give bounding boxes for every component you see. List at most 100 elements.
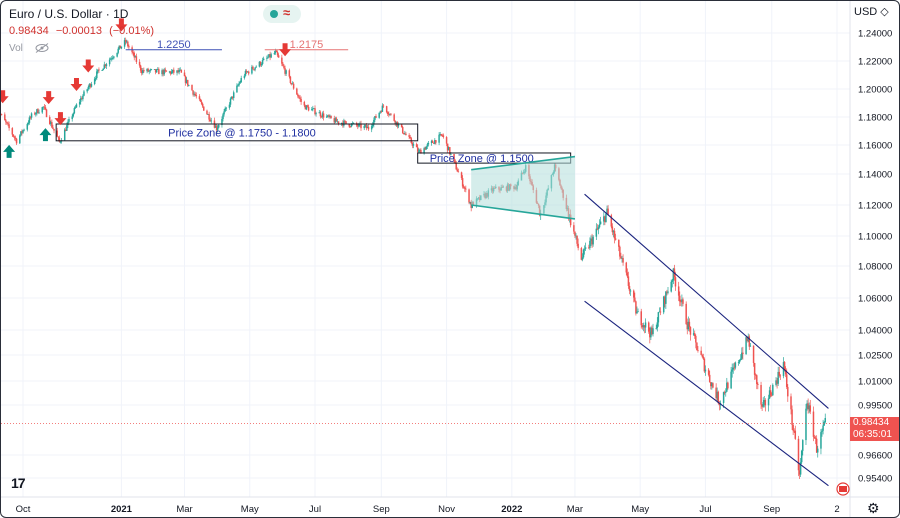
candle-body: [217, 125, 220, 128]
candle-body: [634, 297, 636, 302]
candle-body: [772, 384, 774, 396]
symbol-name[interactable]: Euro / U.S. Dollar: [9, 7, 103, 21]
candle-body: [1, 114, 3, 116]
candle-body: [329, 115, 331, 117]
candle: [388, 111, 390, 118]
candle-body: [14, 137, 17, 139]
candle: [313, 108, 315, 110]
header-separator: ·: [105, 7, 110, 21]
candle-body: [36, 109, 38, 114]
candle-body: [208, 114, 210, 120]
candle: [386, 111, 389, 117]
candle-body: [203, 106, 205, 111]
candle-body: [757, 383, 759, 386]
candle-body: [96, 71, 98, 79]
candle: [206, 109, 208, 115]
candle: [132, 49, 134, 56]
candle-body: [146, 68, 148, 72]
candle-body: [297, 94, 299, 97]
gear-icon[interactable]: ⚙: [867, 500, 880, 516]
candle: [89, 83, 92, 89]
candle-body: [394, 120, 396, 125]
candle: [44, 105, 47, 111]
candle: [65, 126, 67, 132]
candle: [622, 254, 624, 266]
candle: [86, 88, 88, 94]
candle: [292, 81, 295, 90]
candle-body: [289, 76, 292, 84]
candle-body: [81, 98, 83, 100]
candle: [238, 81, 240, 87]
candle-body: [26, 124, 29, 130]
candle: [468, 188, 470, 205]
candle: [411, 141, 414, 149]
candle-body: [180, 69, 183, 73]
tradingview-logo-icon[interactable]: 17: [11, 475, 26, 491]
candle: [605, 213, 607, 223]
candle: [255, 65, 257, 68]
candle: [614, 233, 617, 241]
candle-body: [68, 119, 70, 122]
candle: [469, 201, 471, 205]
candle: [379, 110, 382, 114]
y-tick-label: 1.20000: [858, 85, 892, 96]
interval-label[interactable]: 1D: [113, 7, 129, 21]
candle-body: [199, 99, 202, 102]
candle-body: [42, 106, 45, 108]
candle: [118, 45, 121, 51]
candle-body: [251, 66, 253, 74]
candle-body: [628, 285, 631, 291]
candle: [816, 445, 819, 458]
candle: [201, 102, 204, 108]
symbol-header[interactable]: Euro / U.S. Dollar · 1D: [9, 7, 128, 21]
bar-countdown: 06:35:01: [853, 429, 892, 440]
candle-body: [162, 70, 164, 75]
candle: [613, 228, 616, 244]
candle-body: [385, 106, 388, 113]
candle-body: [469, 202, 471, 203]
candle-body: [123, 40, 126, 47]
hidden-eye-icon[interactable]: [35, 43, 49, 53]
candle: [400, 124, 403, 128]
currency-selector[interactable]: USD ◇: [854, 5, 889, 18]
candle: [19, 134, 21, 144]
candle-body: [426, 144, 429, 147]
candle: [154, 69, 157, 75]
candle-body: [80, 98, 82, 102]
candle: [207, 113, 209, 116]
candle-body: [575, 235, 577, 237]
candle: [666, 289, 668, 296]
candle-body: [812, 411, 815, 437]
candle: [775, 377, 777, 387]
candle-body: [290, 83, 293, 84]
candle: [252, 65, 254, 70]
candle-body: [576, 235, 578, 244]
candle-body: [78, 101, 81, 105]
candle: [681, 294, 683, 307]
candle: [806, 400, 808, 411]
candle-body: [681, 299, 683, 302]
candle: [659, 307, 662, 316]
candle: [655, 324, 657, 330]
volume-label[interactable]: Vol: [9, 43, 23, 54]
candle: [599, 216, 602, 225]
candle-body: [237, 85, 239, 87]
candle-body: [4, 114, 6, 121]
candle-body: [132, 52, 134, 53]
candle-body: [643, 325, 646, 328]
candle-body: [606, 208, 608, 214]
candle: [822, 419, 824, 435]
candle-body: [303, 101, 306, 106]
candle-body: [56, 130, 58, 137]
candle: [41, 106, 44, 114]
y-tick-label: 1.24000: [858, 29, 892, 40]
candle: [30, 112, 33, 120]
candle-body: [232, 92, 235, 99]
market-status-pill[interactable]: ≈: [263, 5, 301, 23]
candle-body: [75, 104, 78, 108]
candle: [635, 300, 637, 316]
candle: [435, 139, 437, 145]
candle-body: [662, 296, 665, 313]
candle: [169, 70, 172, 76]
